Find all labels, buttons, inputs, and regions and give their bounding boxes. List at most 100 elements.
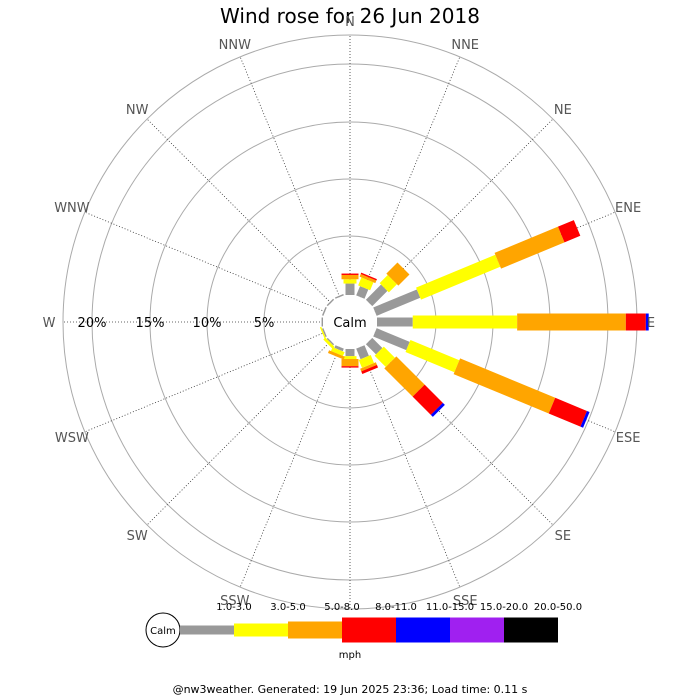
bar-ssw-5.0-8.0: [327, 350, 345, 360]
calm-label: Calm: [333, 316, 366, 331]
legend-label-11.0-15.0: 11.0-15.0: [426, 602, 474, 613]
legend-label-5.0-8.0: 5.0-8.0: [324, 602, 359, 613]
bar-sse-8.0-11.0: [361, 364, 379, 374]
direction-label-ne: NE: [554, 103, 572, 118]
bar-s-1.0-3.0: [345, 349, 355, 357]
bar-ese-8.0-11.0: [548, 397, 587, 427]
bar-se-11.0-15.0: [430, 402, 445, 417]
chart-title: Wind rose for 26 Jun 2018: [220, 4, 480, 28]
bar-se-5.0-8.0: [384, 356, 425, 397]
legend-swatch-15.0-20.0: [450, 617, 504, 643]
bar-n-8.0-11.0: [341, 273, 359, 275]
bar-s-3.0-5.0: [343, 356, 357, 360]
spoke-sse: [359, 346, 461, 588]
bar-ene-1.0-3.0: [373, 289, 421, 316]
legend-label-20.0-50.0: 20.0-50.0: [534, 602, 582, 613]
bar-ne-1.0-3.0: [365, 284, 388, 307]
legend-swatch-5.0-8.0: [288, 621, 342, 639]
bar-sse-1.0-3.0: [356, 345, 369, 360]
bar-n-5.0-8.0: [341, 274, 359, 280]
legend-label-3.0-5.0: 3.0-5.0: [270, 602, 305, 613]
bar-e-1.0-3.0: [377, 317, 413, 327]
legend: Calm 1.0-3.0 3.0-5.0 5.0-8.0 8.0-11.0 11.0-15…: [145, 602, 582, 661]
bar-ssw-1.0-3.0: [334, 345, 344, 352]
legend-swatch-8.0-11.0: [342, 617, 396, 643]
spoke-ssw: [239, 346, 341, 588]
bar-sse-3.0-5.0: [358, 355, 374, 368]
footer-text: @nw3weather. Generated: 19 Jun 2025 23:3…: [172, 683, 528, 696]
bar-ne-3.0-5.0: [379, 275, 397, 293]
bar-se-1.0-3.0: [365, 337, 383, 355]
ring-label-10pct: 10%: [193, 316, 222, 331]
bar-ene-3.0-5.0: [416, 254, 501, 300]
bar-e-11.0-15.0: [645, 313, 649, 331]
ring-label-5pct: 5%: [254, 316, 275, 331]
spoke-ne: [368, 118, 554, 304]
bar-wsw-1.0-3.0: [322, 328, 327, 338]
direction-label-nw: NW: [126, 103, 149, 118]
legend-label-8.0-11.0: 8.0-11.0: [375, 602, 417, 613]
bar-s-8.0-11.0: [341, 366, 359, 368]
ring-label-15pct: 15%: [136, 316, 165, 331]
direction-label-ssw: SSW: [220, 594, 250, 609]
direction-label-wnw: WNW: [54, 201, 90, 216]
bar-sse-5.0-8.0: [360, 362, 377, 372]
bar-ese-1.0-3.0: [373, 328, 410, 351]
legend-unit: mph: [339, 650, 361, 661]
legend-swatch-20.0-50.0: [504, 617, 558, 643]
legend-swatch-1.0-3.0: [180, 625, 234, 635]
bar-n-3.0-5.0: [343, 279, 357, 284]
direction-label-sw: SW: [127, 529, 148, 544]
direction-label-w: W: [43, 316, 56, 331]
bar-wnw-1.0-3.0: [322, 306, 327, 316]
spoke-nw: [146, 118, 332, 304]
bar-nne-8.0-11.0: [360, 272, 377, 281]
bar-sw-3.0-5.0: [323, 337, 335, 349]
bar-ne-5.0-8.0: [386, 262, 410, 286]
bar-w-1.0-3.0: [321, 317, 323, 327]
bar-ene-5.0-8.0: [494, 226, 565, 269]
direction-label-nne: NNE: [451, 38, 479, 53]
bar-n-1.0-3.0: [345, 283, 355, 295]
legend-swatch-11.0-15.0: [396, 617, 450, 643]
calm-center: Calm: [324, 296, 376, 348]
legend-calm-label: Calm: [150, 626, 176, 637]
bar-sw-1.0-3.0: [326, 337, 335, 346]
bar-wsw-3.0-5.0: [319, 326, 327, 340]
bar-e-5.0-8.0: [517, 313, 626, 331]
spoke-se: [368, 340, 554, 526]
ring-label-20pct: 20%: [78, 316, 107, 331]
bars-layer: [319, 220, 649, 428]
bar-nne-5.0-8.0: [359, 273, 377, 284]
legend-label-1.0-3.0: 1.0-3.0: [216, 602, 251, 613]
direction-label-n: N: [345, 15, 355, 30]
bar-se-8.0-11.0: [412, 384, 443, 415]
legend-label-15.0-20.0: 15.0-20.0: [480, 602, 528, 613]
bar-e-8.0-11.0: [625, 313, 646, 331]
spoke-wnw: [84, 211, 326, 313]
direction-label-ese: ESE: [616, 431, 641, 446]
direction-label-se: SE: [555, 529, 571, 544]
spoke-wsw: [84, 331, 326, 433]
bar-nne-3.0-5.0: [358, 277, 374, 291]
direction-label-nnw: NNW: [219, 38, 251, 53]
spoke-nnw: [239, 56, 341, 298]
bar-ene-8.0-11.0: [557, 220, 581, 243]
spoke-nne: [359, 56, 461, 298]
bar-e-3.0-5.0: [412, 315, 518, 329]
bar-s-5.0-8.0: [341, 359, 359, 367]
legend-swatch-3.0-5.0: [234, 623, 288, 637]
direction-label-ene: ENE: [615, 201, 641, 216]
direction-label-wsw: WSW: [55, 431, 89, 446]
bar-ese-5.0-8.0: [453, 358, 556, 414]
bar-nw-1.0-3.0: [326, 298, 335, 307]
bar-ese-3.0-5.0: [405, 340, 460, 373]
bar-ese-11.0-15.0: [580, 410, 590, 428]
bar-se-3.0-5.0: [374, 346, 395, 367]
bar-nne-1.0-3.0: [356, 286, 369, 299]
direction-label-e: E: [647, 316, 655, 331]
bar-nnw-1.0-3.0: [334, 294, 344, 299]
spoke-sw: [146, 340, 332, 526]
direction-label-sse: SSE: [453, 594, 478, 609]
